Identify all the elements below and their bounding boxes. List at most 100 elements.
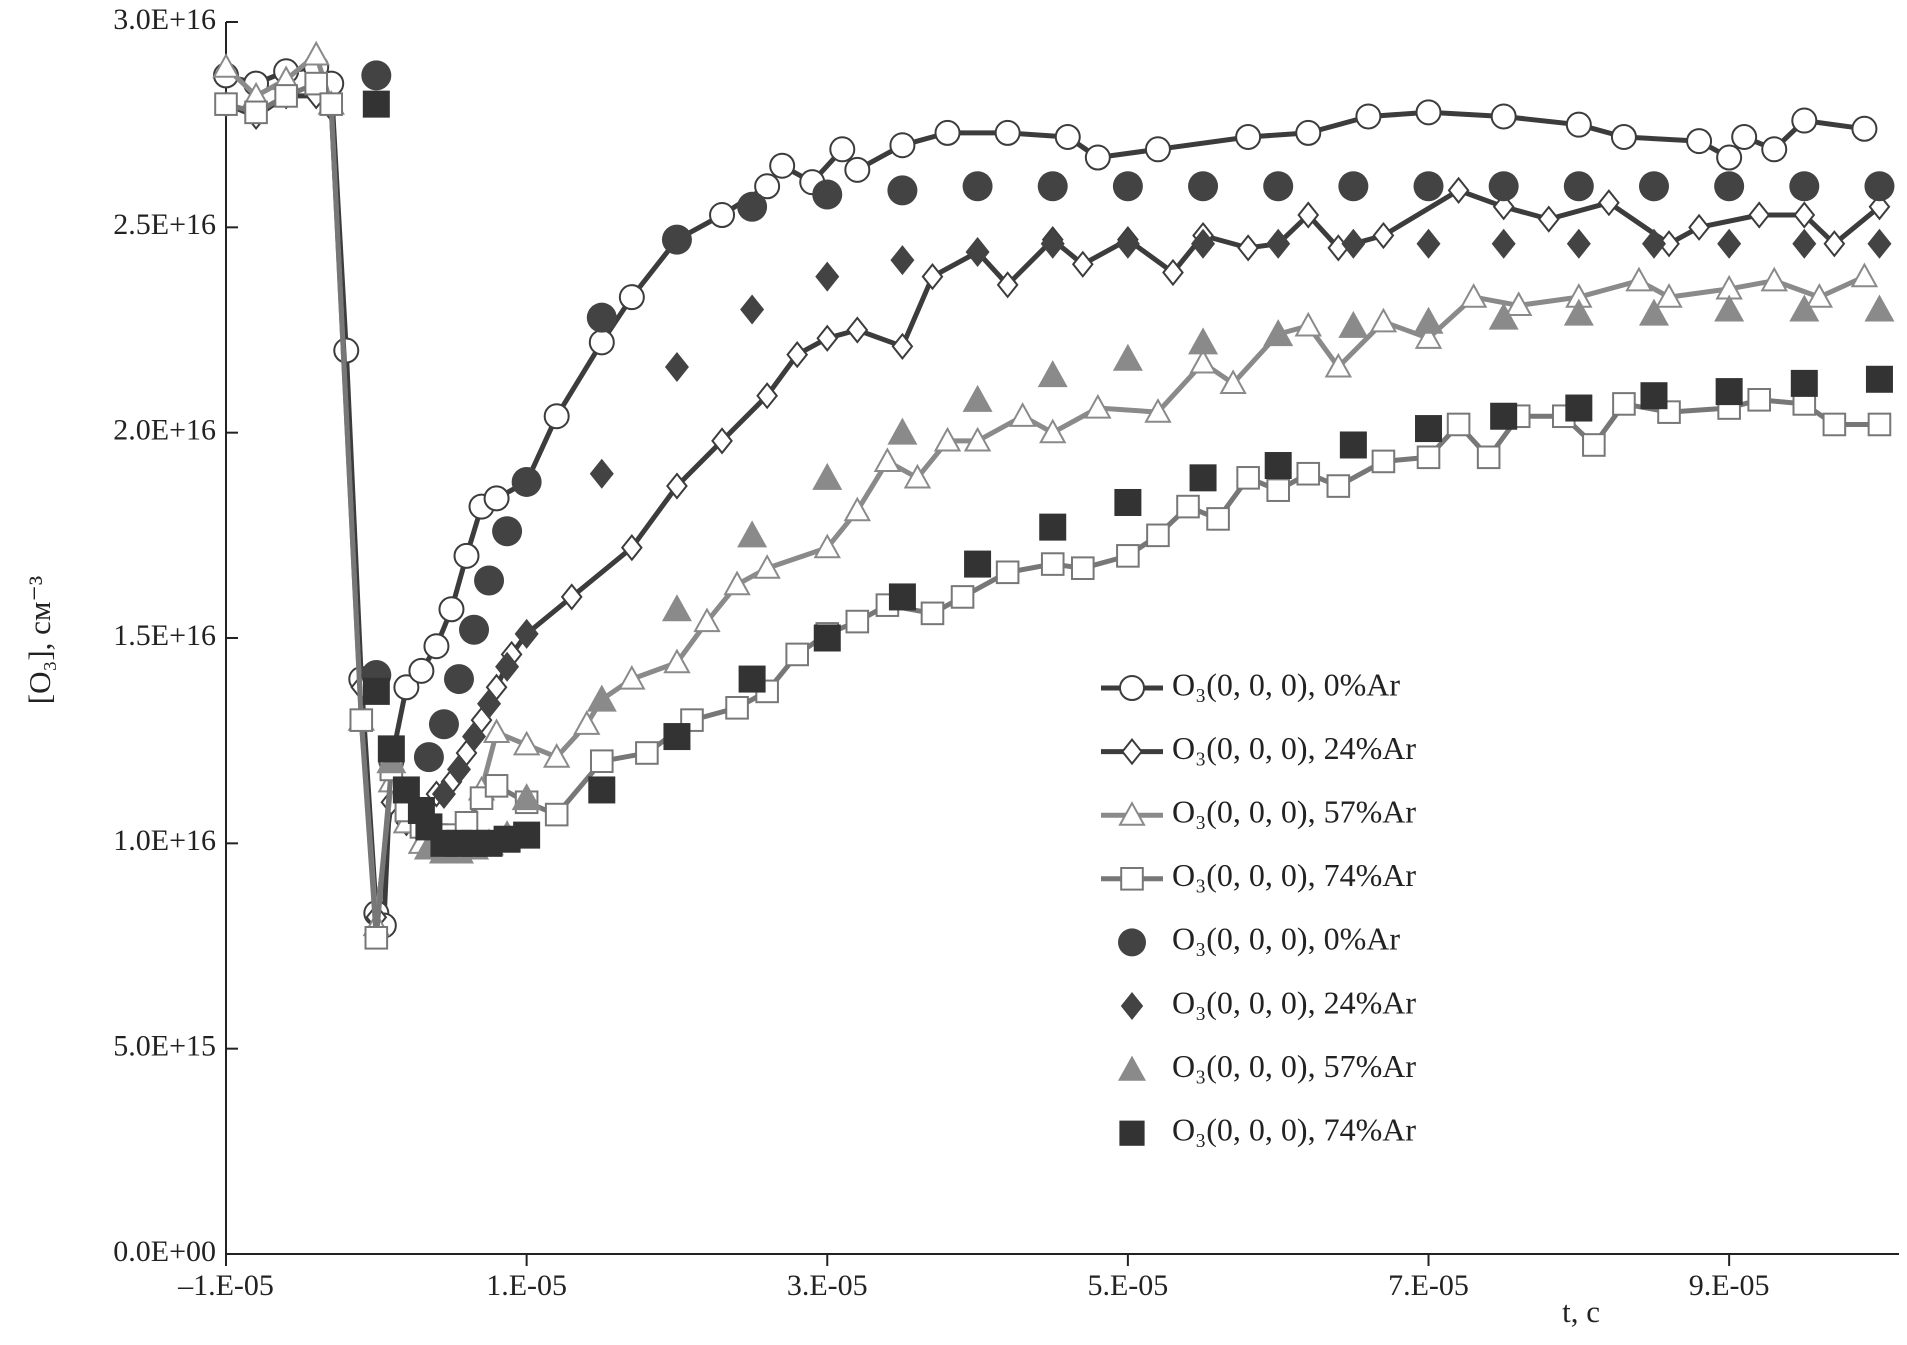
marker bbox=[753, 554, 781, 579]
marker bbox=[1717, 228, 1742, 259]
marker bbox=[477, 688, 502, 719]
marker bbox=[963, 426, 992, 452]
marker bbox=[1040, 228, 1065, 259]
marker bbox=[1625, 266, 1653, 292]
marker bbox=[408, 657, 435, 684]
marker bbox=[1114, 488, 1142, 516]
marker bbox=[1040, 552, 1065, 576]
marker bbox=[813, 533, 841, 559]
marker bbox=[1790, 369, 1818, 397]
x-tick-label: –1.E-05 bbox=[177, 1269, 274, 1302]
marker bbox=[1850, 262, 1879, 288]
marker bbox=[1867, 412, 1892, 437]
marker bbox=[589, 458, 614, 489]
marker bbox=[1413, 171, 1444, 202]
marker bbox=[1206, 507, 1230, 531]
marker bbox=[1610, 123, 1637, 150]
y-tick-label: 1.5E+16 bbox=[113, 619, 216, 652]
marker bbox=[428, 709, 459, 740]
marker bbox=[1116, 544, 1140, 568]
marker bbox=[362, 677, 390, 705]
marker bbox=[812, 179, 843, 210]
marker bbox=[1805, 283, 1834, 308]
marker bbox=[1416, 228, 1441, 259]
marker bbox=[1715, 378, 1743, 406]
y-tick-label: 0.0E+00 bbox=[113, 1235, 216, 1268]
marker bbox=[1326, 474, 1351, 498]
marker bbox=[618, 665, 646, 690]
marker bbox=[364, 925, 389, 950]
marker bbox=[431, 779, 456, 810]
marker bbox=[664, 351, 689, 382]
marker bbox=[362, 90, 390, 118]
marker bbox=[1867, 228, 1892, 259]
marker bbox=[1565, 394, 1593, 422]
marker bbox=[1037, 171, 1068, 202]
marker bbox=[302, 40, 330, 66]
y-tick-label: 5.0E+15 bbox=[113, 1030, 216, 1063]
marker bbox=[1054, 123, 1081, 150]
marker bbox=[443, 664, 474, 695]
legend-label: O₃(0, 0, 0), 57%Ar bbox=[1172, 1048, 1416, 1084]
marker bbox=[1582, 433, 1606, 457]
marker bbox=[996, 271, 1019, 299]
marker bbox=[1638, 298, 1669, 326]
marker bbox=[586, 684, 617, 712]
marker bbox=[888, 583, 916, 611]
marker bbox=[1491, 228, 1516, 259]
legend-label: O₃(0, 0, 0), 0%Ar bbox=[1172, 921, 1400, 957]
marker bbox=[438, 596, 465, 623]
marker bbox=[1731, 123, 1758, 150]
marker bbox=[1791, 107, 1818, 134]
marker bbox=[666, 472, 688, 500]
legend-label: O₃(0, 0, 0), 74%Ar bbox=[1172, 1112, 1416, 1148]
marker bbox=[1747, 388, 1772, 412]
marker bbox=[1655, 283, 1683, 308]
marker bbox=[1490, 103, 1517, 130]
marker bbox=[812, 462, 843, 490]
marker bbox=[1219, 369, 1247, 394]
marker bbox=[214, 92, 238, 116]
marker bbox=[495, 651, 520, 682]
marker bbox=[1413, 306, 1444, 334]
marker bbox=[1071, 250, 1094, 278]
marker bbox=[1864, 171, 1895, 202]
marker bbox=[1339, 431, 1367, 459]
marker bbox=[1084, 393, 1112, 419]
legend-marker bbox=[1119, 675, 1145, 701]
marker bbox=[304, 71, 328, 96]
marker bbox=[890, 245, 915, 276]
marker bbox=[1237, 234, 1260, 262]
marker bbox=[1851, 115, 1878, 142]
marker bbox=[1266, 478, 1291, 502]
marker bbox=[1446, 412, 1471, 437]
marker bbox=[1688, 213, 1710, 241]
marker bbox=[1371, 449, 1396, 474]
marker bbox=[1338, 310, 1369, 338]
y-tick-label: 2.0E+16 bbox=[113, 414, 216, 447]
legend-label: O₃(0, 0, 0), 24%Ar bbox=[1172, 984, 1416, 1020]
marker bbox=[995, 560, 1020, 585]
marker bbox=[1115, 228, 1140, 259]
y-axis-label: [O₃], см⁻³ bbox=[22, 576, 57, 704]
marker bbox=[620, 534, 643, 562]
marker bbox=[573, 710, 601, 735]
marker bbox=[453, 542, 480, 569]
marker bbox=[1789, 171, 1820, 202]
marker bbox=[588, 776, 616, 804]
x-tick-label: 7.E-05 bbox=[1388, 1269, 1469, 1302]
marker bbox=[1492, 193, 1515, 221]
marker bbox=[887, 417, 918, 445]
marker bbox=[618, 284, 645, 311]
marker bbox=[361, 60, 392, 91]
legend-marker bbox=[1121, 737, 1143, 766]
marker bbox=[1488, 302, 1519, 330]
marker bbox=[1716, 144, 1743, 171]
legend-marker bbox=[1118, 928, 1146, 957]
marker bbox=[1447, 176, 1470, 204]
x-tick-label: 9.E-05 bbox=[1689, 1269, 1770, 1302]
x-tick-label: 1.E-05 bbox=[486, 1269, 567, 1302]
marker bbox=[921, 263, 944, 291]
marker bbox=[462, 721, 487, 752]
marker bbox=[1008, 402, 1037, 427]
